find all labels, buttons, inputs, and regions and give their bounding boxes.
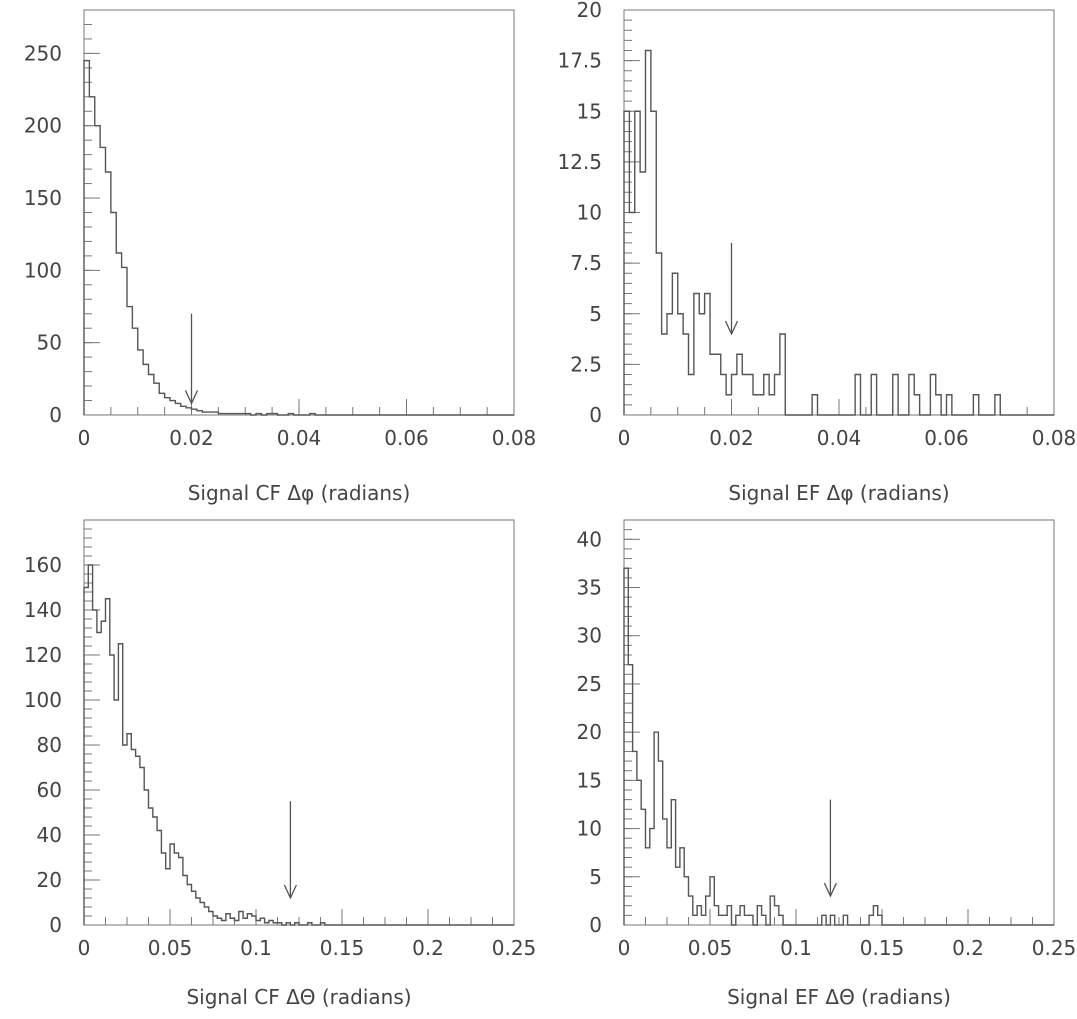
x-tick-label: 0.08 (1032, 426, 1077, 450)
y-tick-label: 15 (577, 768, 602, 792)
y-tick-label: 25 (577, 672, 602, 696)
x-tick-label: 0.1 (780, 936, 812, 960)
x-tick-label: 0.02 (169, 426, 214, 450)
y-tick-label: 35 (577, 576, 602, 600)
x-tick-label: 0.25 (1032, 936, 1077, 960)
x-axis-label: Signal EF Δφ (radians) (728, 481, 950, 505)
panel-ef-dphi: 0 0.02 0.04 0.06 0.08 0 2.5 5 7.5 10 12.5 15 17.5 20 … (538, 0, 1077, 510)
x-tick-label: 0.04 (277, 426, 322, 450)
x-axis-label: Signal EF ΔΘ (radians) (727, 985, 951, 1009)
x-tick-label: 0 (618, 936, 631, 960)
y-tick-label: 30 (577, 624, 602, 648)
histogram-outline (83, 59, 514, 416)
x-tick-label: 0.1 (240, 936, 272, 960)
y-tick-label: 20 (577, 0, 602, 22)
y-tick-label: 100 (24, 688, 62, 712)
histogram-ef-dphi: 0 0.02 0.04 0.06 0.08 0 2.5 5 7.5 10 12.5 15 17.5 20 (557, 0, 1077, 450)
x-tick-label: 0.15 (860, 936, 905, 960)
y-tick-label: 160 (24, 553, 62, 577)
y-tick-label: 60 (37, 778, 62, 802)
plot-frame (83, 9, 515, 416)
x-tick-label: 0 (618, 426, 631, 450)
y-tick-label: 0 (589, 913, 602, 937)
x-tick-label: 0.02 (709, 426, 754, 450)
cut-arrow-head (724, 320, 739, 336)
x-tick-label: 0.2 (952, 936, 984, 960)
x-tick-label: 0.08 (492, 426, 537, 450)
histogram-cf-dphi: 0 0.02 0.04 0.06 0.08 0 50 100 150 200 250 (24, 9, 537, 450)
x-tick-label: 0.06 (924, 426, 969, 450)
histogram-outline (83, 564, 514, 926)
y-tick-label: 5 (589, 865, 602, 889)
x-tick-label: 0.04 (817, 426, 862, 450)
histogram-ef-dtheta: 0 0.05 0.1 0.15 0.2 0.25 0 5 10 15 20 25 30 35 40 (577, 519, 1077, 960)
y-tick-label: 17.5 (557, 49, 602, 73)
cut-arrow-head (184, 390, 199, 405)
x-tick-label: 0 (78, 936, 91, 960)
panel-ef-dtheta: 0 0.05 0.1 0.15 0.2 0.25 0 5 10 15 20 25 30 35 40 Sign… (538, 510, 1077, 1019)
y-tick-label: 100 (24, 258, 62, 282)
x-tick-label: 0.06 (384, 426, 429, 450)
y-tick-label: 20 (37, 868, 62, 892)
cut-arrow-head (283, 884, 297, 900)
y-tick-label: 15 (577, 99, 602, 123)
x-tick-label: 0.25 (492, 936, 537, 960)
y-tick-label: 80 (37, 733, 62, 757)
y-tick-label: 12.5 (557, 150, 602, 174)
x-tick-label: 0 (78, 426, 91, 450)
y-tick-label: 10 (577, 817, 602, 841)
y-tick-label: 50 (37, 331, 62, 355)
y-tick-label: 200 (24, 114, 62, 138)
histogram-outline (623, 567, 1054, 926)
y-tick-label: 150 (24, 186, 62, 210)
cut-arrow-head (823, 882, 837, 898)
plot-frame (83, 519, 515, 926)
x-tick-label: 0.05 (688, 936, 733, 960)
y-tick-label: 2.5 (570, 352, 602, 376)
x-axis-label: Signal CF ΔΘ (radians) (186, 985, 412, 1009)
y-tick-label: 0 (589, 403, 602, 427)
y-tick-label: 40 (37, 823, 62, 847)
y-tick-label: 0 (49, 403, 62, 427)
plot-frame (623, 519, 1055, 926)
x-tick-label: 0.05 (148, 936, 193, 960)
y-tick-label: 140 (24, 598, 62, 622)
y-tick-label: 40 (577, 527, 602, 551)
y-tick-label: 10 (577, 201, 602, 225)
panel-cf-dtheta: 0 0.05 0.1 0.15 0.2 0.25 0 20 40 60 80 100 120 140 160… (0, 510, 538, 1019)
y-tick-label: 7.5 (570, 251, 602, 275)
panel-cf-dphi: 0 0.02 0.04 0.06 0.08 0 50 100 150 200 250 Signal … (0, 0, 538, 510)
y-tick-label: 250 (24, 41, 62, 65)
y-tick-label: 5 (589, 302, 602, 326)
y-tick-label: 120 (24, 643, 62, 667)
histogram-outline (623, 49, 1054, 416)
x-axis-label: Signal CF Δφ (radians) (187, 481, 411, 505)
y-tick-label: 20 (577, 720, 602, 744)
x-tick-label: 0.2 (412, 936, 444, 960)
y-tick-label: 0 (49, 913, 62, 937)
x-tick-label: 0.15 (320, 936, 365, 960)
histogram-cf-dtheta: 0 0.05 0.1 0.15 0.2 0.25 0 20 40 60 80 100 120 140 160 (24, 519, 537, 960)
